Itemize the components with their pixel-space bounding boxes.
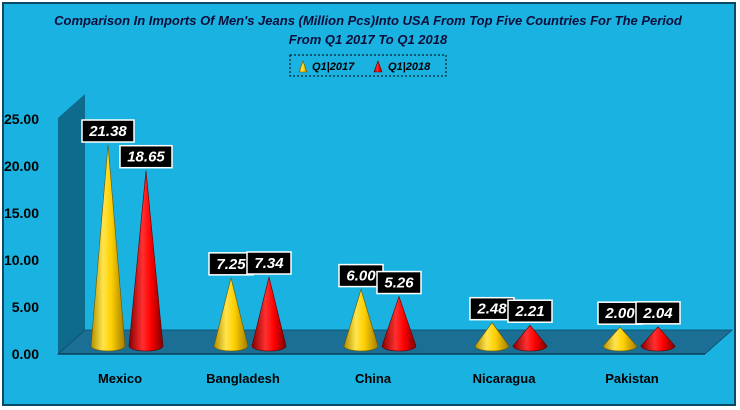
category-label-china: China: [355, 371, 392, 386]
cone-series: [90, 145, 676, 352]
value-label-pakistan-q1-2018: 2.04: [642, 305, 673, 322]
cone-nicaragua-q1-2018: [512, 324, 548, 352]
value-label-bangladesh-q1-2018: 7.34: [254, 255, 284, 272]
legend-label-q1-2018: Q1|2018: [388, 61, 431, 73]
chart-back-wall: [58, 94, 85, 354]
legend-swatch-q1-2018: [373, 60, 383, 73]
value-label-box-china-q1-2018: [376, 270, 422, 295]
cone-mexico-q1-2017: [90, 145, 126, 352]
y-axis-ticks: 0.00 5.00 10.00 15.00 20.00 25.00: [4, 111, 39, 362]
cone-pakistan-q1-2017: [602, 326, 638, 352]
chart-title-line-2: From Q1 2017 To Q1 2018: [289, 32, 448, 47]
value-label-box-mexico-q1-2018: [119, 144, 173, 169]
category-label-mexico: Mexico: [98, 371, 142, 386]
cone-bangladesh-q1-2018: [251, 276, 287, 352]
cone-china-q1-2017: [343, 288, 379, 352]
chart-title-line-1: Comparison In Imports Of Men's Jeans (Mi…: [54, 13, 683, 28]
legend-label-q1-2017: Q1|2017: [312, 61, 355, 73]
value-label-pakistan-q1-2017: 2.00: [604, 305, 635, 322]
cone-mexico-q1-2018: [128, 170, 164, 352]
legend-box: [289, 54, 447, 77]
cone-china-q1-2018: [381, 295, 417, 352]
value-label-china-q1-2018: 5.26: [384, 275, 414, 292]
y-tick-label: 20.00: [4, 158, 39, 174]
x-axis-categories: Mexico Bangladesh China Nicaragua Pakistan: [98, 371, 659, 386]
y-tick-label: 25.00: [4, 111, 39, 127]
cone-pakistan-q1-2018: [640, 326, 676, 352]
value-label-mexico-q1-2017: 21.38: [88, 123, 127, 140]
legend-swatch-q1-2017: [298, 60, 308, 73]
value-label-mexico-q1-2018: 18.65: [127, 149, 165, 166]
cone-nicaragua-q1-2017: [474, 322, 510, 352]
value-label-box-nicaragua-q1-2018: [507, 299, 553, 323]
value-label-box-mexico-q1-2017: [81, 119, 135, 143]
value-label-china-q1-2017: 6.00: [346, 268, 376, 285]
value-label-bangladesh-q1-2017: 7.25: [216, 256, 246, 273]
cone-bangladesh-q1-2017: [213, 277, 249, 352]
category-label-pakistan: Pakistan: [605, 371, 659, 386]
y-tick-label: 10.00: [4, 252, 39, 268]
y-tick-label: 5.00: [12, 299, 39, 315]
value-label-nicaragua-q1-2017: 2.48: [476, 301, 507, 318]
category-label-nicaragua: Nicaragua: [473, 371, 537, 386]
category-label-bangladesh: Bangladesh: [206, 371, 280, 386]
value-label-box-bangladesh-q1-2018: [246, 251, 292, 275]
value-label-nicaragua-q1-2018: 2.21: [514, 303, 544, 320]
value-label-box-pakistan-q1-2018: [635, 301, 681, 325]
y-tick-label: 15.00: [4, 205, 39, 221]
y-tick-label: 0.00: [12, 346, 39, 362]
legend: Q1|2017 Q1|2018: [289, 54, 447, 77]
